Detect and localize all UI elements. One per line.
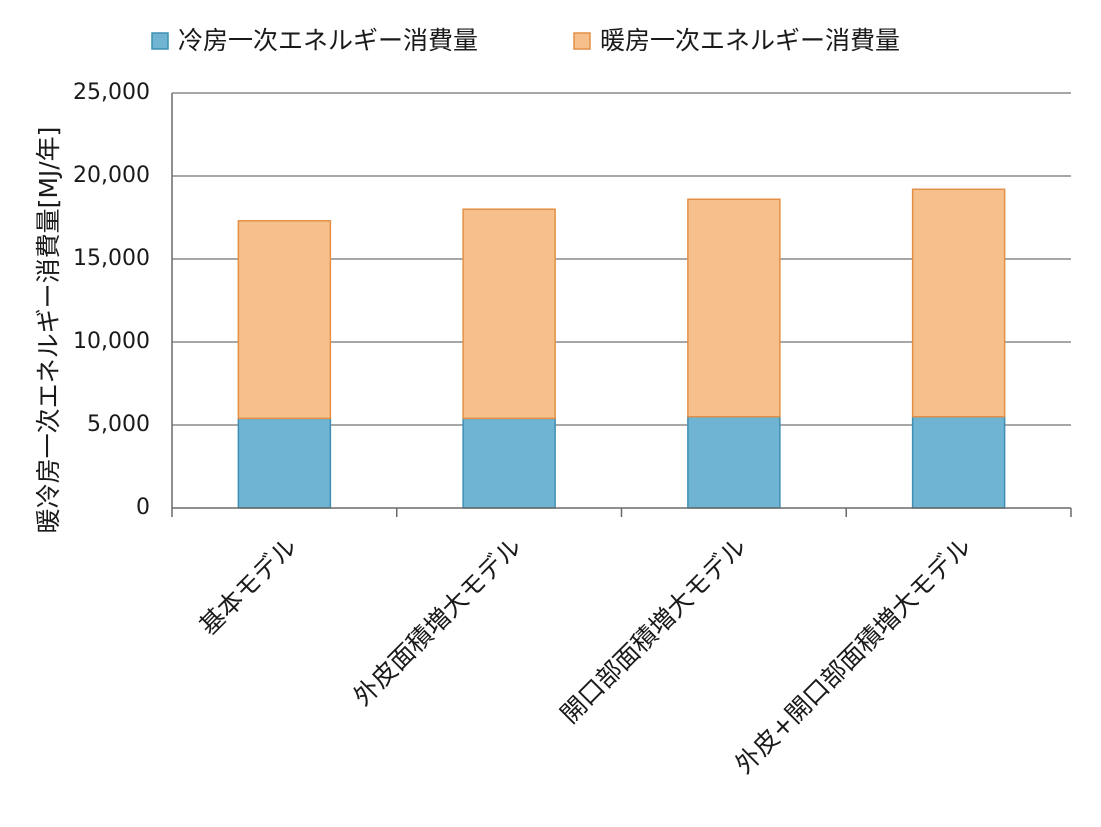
- y-tick-label: 15,000: [73, 246, 150, 271]
- bar-heating: [911, 188, 1006, 418]
- y-axis-title: 暖冷房一次エネルギー消費量[MJ/年]: [34, 127, 63, 534]
- bar-cooling: [687, 415, 781, 509]
- axes: [171, 93, 1072, 517]
- bar-cooling: [911, 415, 1006, 509]
- y-tick-label: 25,000: [73, 80, 150, 105]
- bars: [237, 188, 1006, 509]
- legend-swatch-cooling: [151, 32, 169, 50]
- x-category-label: 外皮+開口部面積増大モデル: [729, 532, 976, 779]
- bar-cooling: [237, 417, 332, 509]
- legend: 冷房一次エネルギー消費量 暖房一次エネルギー消費量: [151, 26, 900, 55]
- legend-label-cooling: 冷房一次エネルギー消費量: [178, 26, 478, 55]
- bar-heating: [687, 198, 781, 418]
- y-tick-label: 5,000: [87, 412, 150, 437]
- x-category-label: 外皮面積増大モデル: [348, 532, 528, 712]
- x-category-label: 開口部面積増大モデル: [555, 532, 752, 729]
- y-tick-label: 0: [136, 495, 150, 520]
- x-category-label: 基本モデル: [194, 532, 303, 641]
- y-tick-label: 10,000: [73, 329, 150, 354]
- y-tick-labels: 0 5,000 10,000 15,000 20,000 25,000: [73, 80, 150, 520]
- y-tick-label: 20,000: [73, 163, 150, 188]
- bar-heating: [237, 220, 332, 420]
- legend-swatch-heating: [573, 32, 591, 50]
- bar-heating: [462, 208, 556, 420]
- bar-cooling: [462, 417, 556, 509]
- legend-label-heating: 暖房一次エネルギー消費量: [600, 26, 900, 55]
